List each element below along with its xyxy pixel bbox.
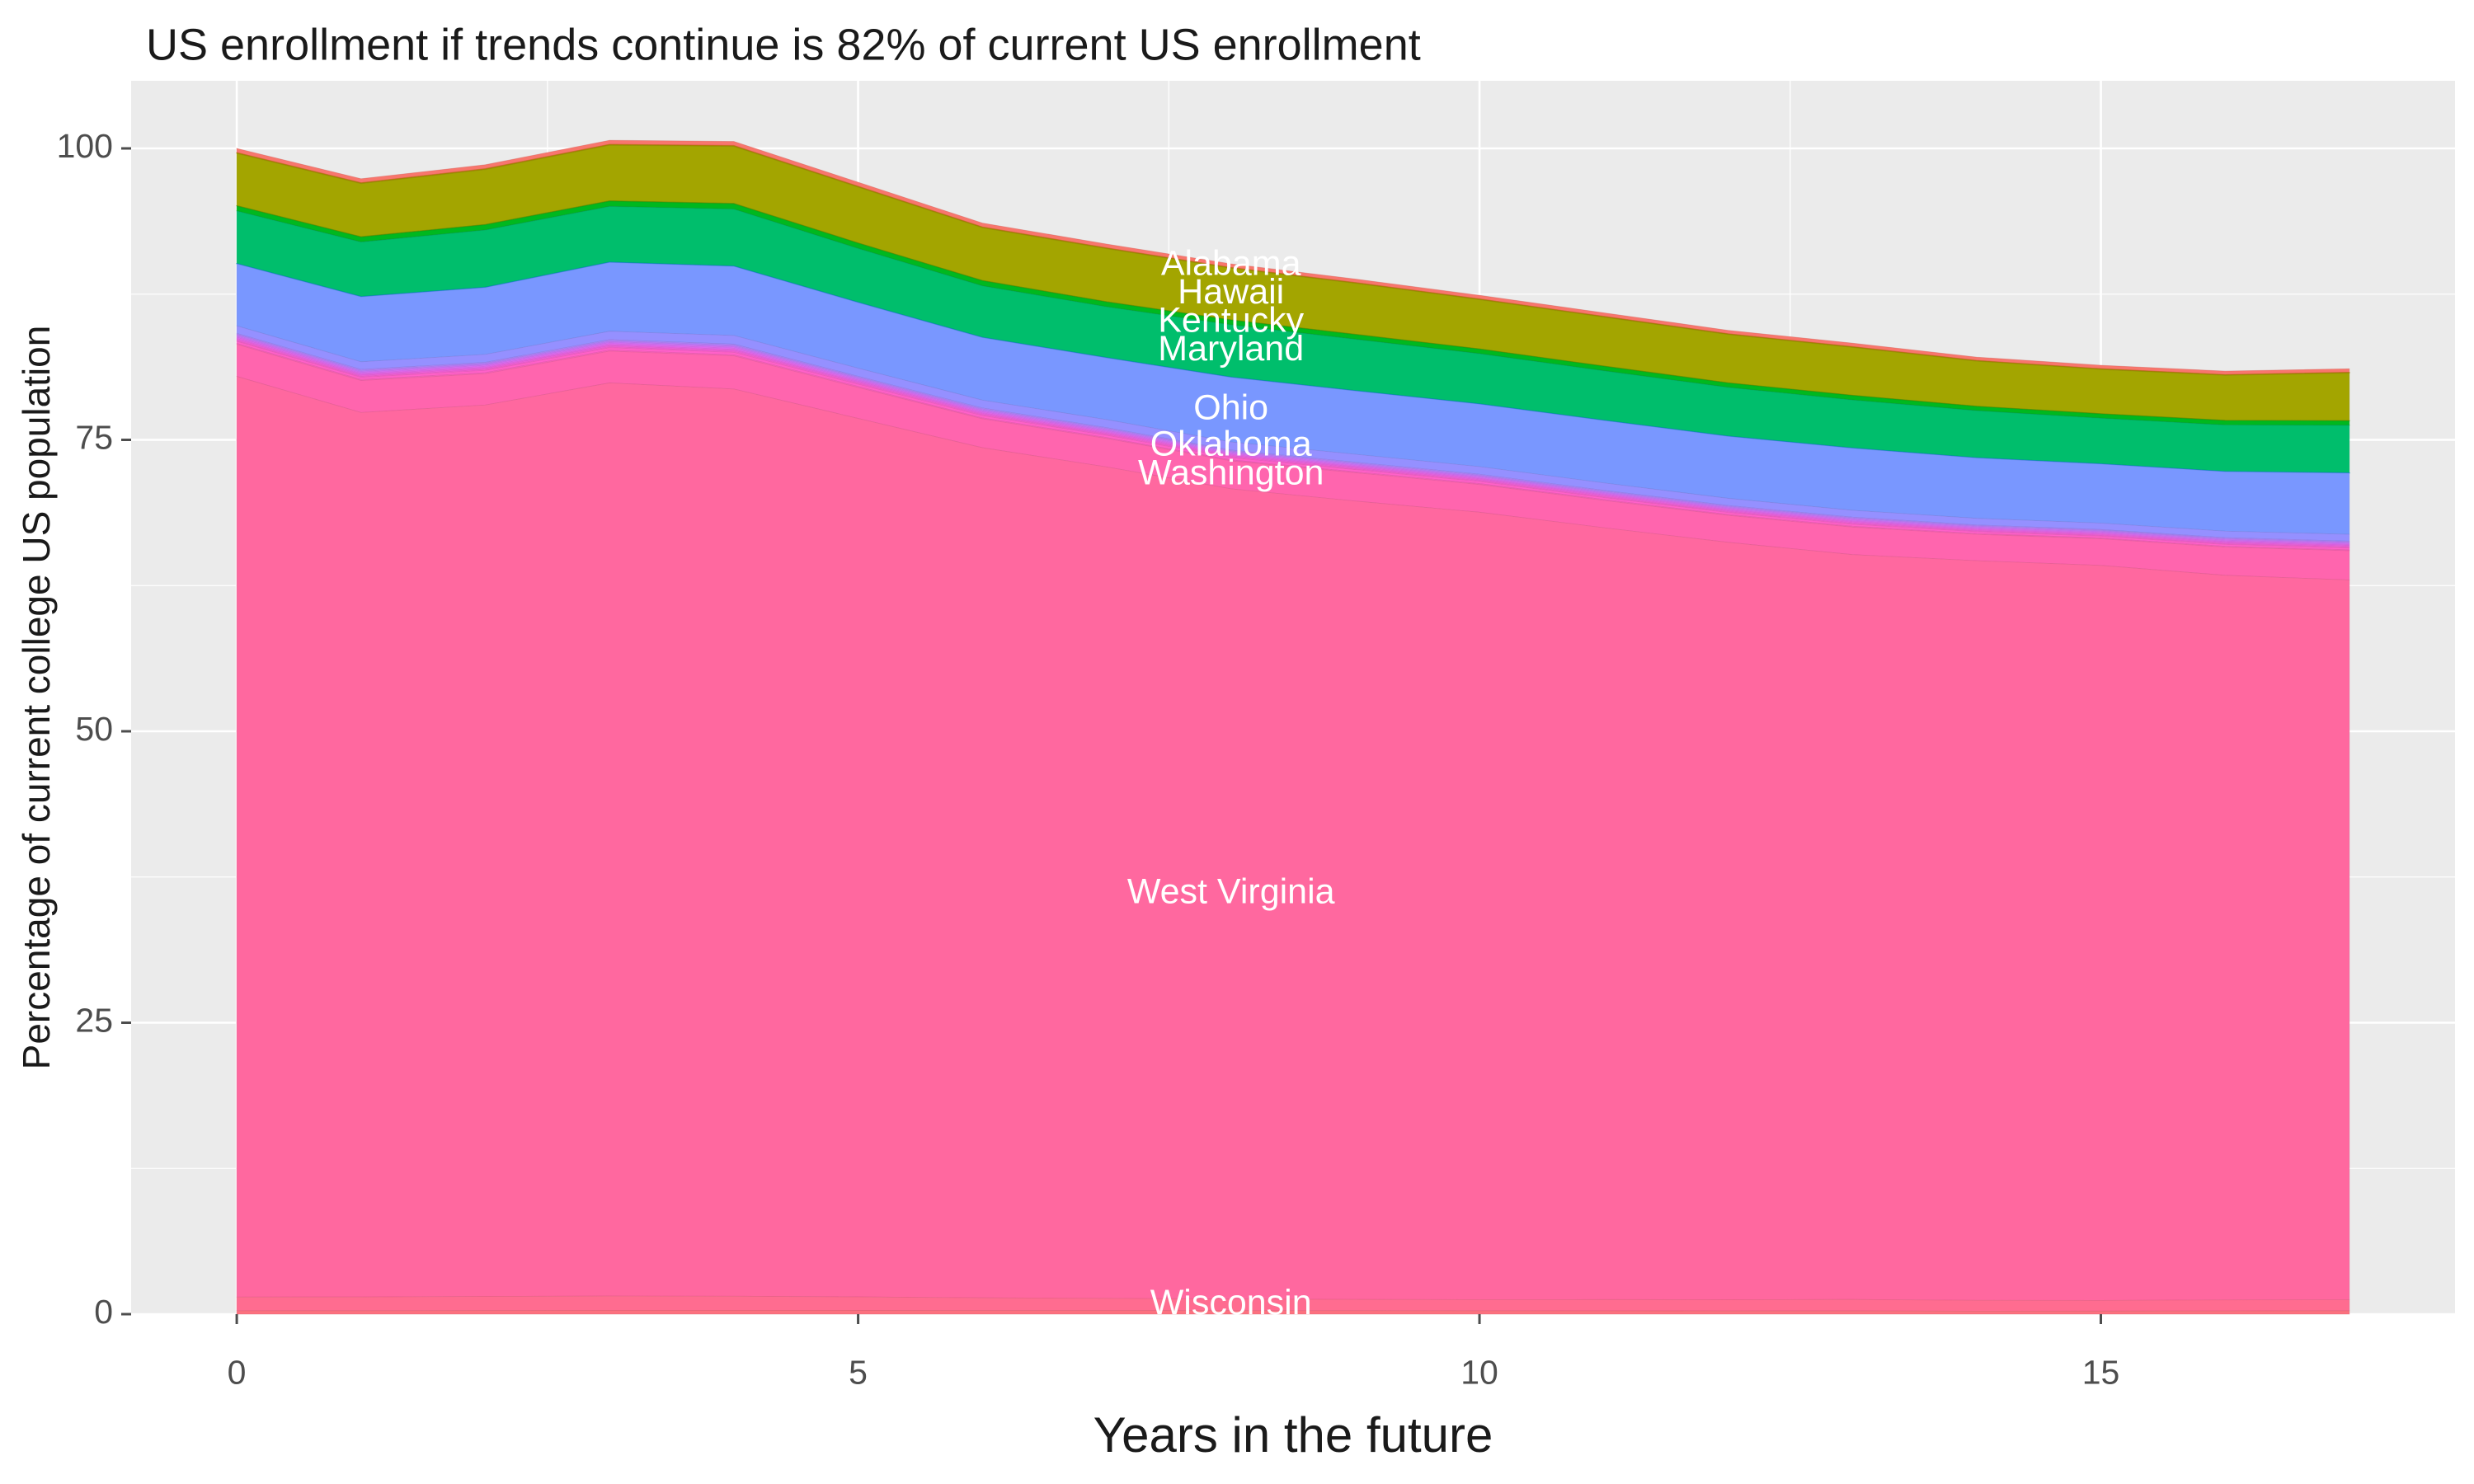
- svg-text:75: 75: [75, 418, 113, 456]
- svg-text:Maryland: Maryland: [1158, 329, 1304, 369]
- svg-text:0: 0: [228, 1354, 247, 1392]
- svg-text:15: 15: [2082, 1354, 2120, 1392]
- svg-text:Ohio: Ohio: [1193, 387, 1268, 427]
- svg-text:Wisconsin: Wisconsin: [1150, 1283, 1312, 1322]
- svg-text:Years in the future: Years in the future: [1094, 1407, 1493, 1463]
- svg-text:100: 100: [57, 127, 113, 165]
- svg-text:50: 50: [75, 710, 113, 748]
- svg-text:5: 5: [849, 1354, 868, 1392]
- svg-text:Percentage of current college: Percentage of current college US populat…: [15, 326, 58, 1070]
- svg-text:West Virginia: West Virginia: [1127, 872, 1335, 912]
- svg-text:US enrollment if trends contin: US enrollment if trends continue is 82% …: [146, 20, 1421, 69]
- svg-text:25: 25: [75, 1001, 113, 1039]
- svg-text:10: 10: [1460, 1354, 1498, 1392]
- svg-text:Washington: Washington: [1138, 453, 1324, 492]
- svg-text:0: 0: [94, 1293, 113, 1331]
